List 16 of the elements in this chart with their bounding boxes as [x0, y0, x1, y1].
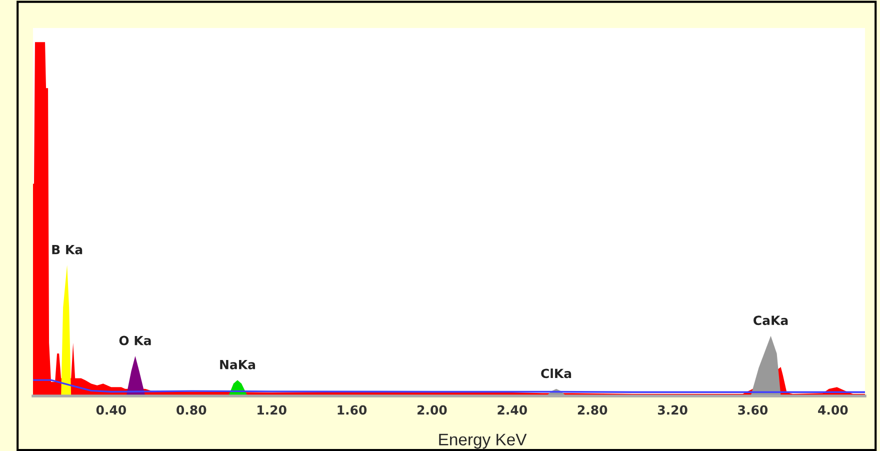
- x-tick-label: 3.20: [658, 405, 688, 415]
- x-tick-label: 2.00: [418, 405, 447, 415]
- x-tick-label: 2.40: [498, 405, 527, 415]
- x-tick-label: 1.20: [258, 405, 286, 415]
- x-tick-label: 4.00: [818, 405, 848, 415]
- annotation: ClKa: [541, 368, 572, 378]
- x-tick-label: 3.60: [738, 405, 768, 415]
- annotation: O Ka: [119, 336, 151, 346]
- x-tick-label: 0.40: [96, 405, 126, 415]
- x-tick-label: 0.80: [176, 405, 206, 415]
- x-axis-title: Energy KeV: [439, 434, 527, 449]
- x-tick-label: 2.80: [578, 405, 608, 415]
- annotation: CaKa: [754, 316, 788, 326]
- annotation: B Ka: [52, 245, 82, 254]
- x-tick-label: 1.60: [338, 405, 367, 415]
- annotation: NaKa: [220, 360, 256, 370]
